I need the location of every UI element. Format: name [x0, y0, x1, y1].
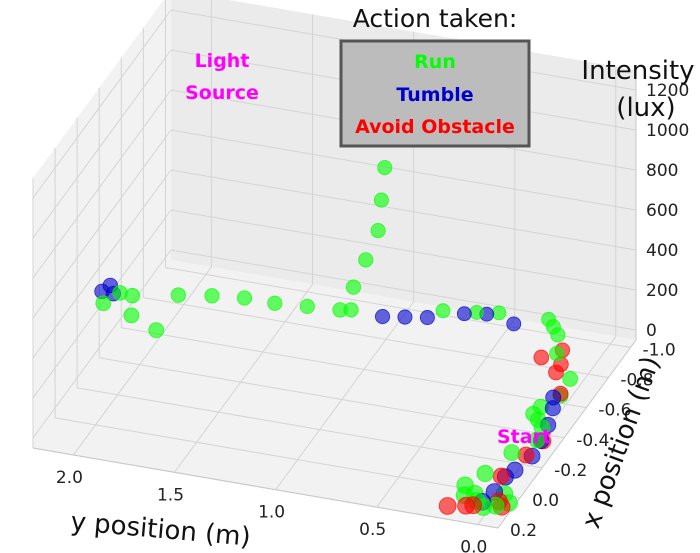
point-tumble — [374, 309, 391, 325]
x-tick-label: -0.2 — [554, 461, 587, 481]
point-run — [476, 464, 494, 483]
point-avoid-obstacle — [492, 467, 510, 485]
point-run — [148, 322, 165, 339]
point-tumble — [419, 310, 435, 326]
point-run — [469, 305, 485, 320]
annotation-start: Start — [497, 426, 551, 448]
annotation-light-source: Light Source — [185, 50, 259, 104]
z-tick-label: 0 — [646, 321, 657, 341]
point-avoid-obstacle — [457, 496, 475, 515]
z-tick-label: 800 — [646, 161, 678, 181]
x-tick-label: -0.8 — [620, 371, 653, 391]
legend-entry-tumble: Tumble — [396, 84, 473, 106]
y-axis-label: y position (m) — [69, 507, 251, 553]
z-tick-label: 600 — [646, 201, 678, 221]
z-axis-label: Intensity (lux) — [581, 56, 694, 123]
y-tick-label: 1.0 — [258, 503, 285, 523]
y-tick-label: 2.0 — [56, 468, 83, 488]
point-run — [267, 295, 283, 311]
point-tumble — [506, 316, 522, 332]
svg-text:Source: Source — [185, 82, 259, 104]
point-run — [95, 295, 112, 312]
point-run — [373, 192, 389, 208]
x-tick-label: 0.0 — [532, 491, 559, 511]
point-run — [370, 222, 386, 239]
svg-text:(lux): (lux) — [616, 93, 675, 123]
point-run — [345, 279, 362, 295]
x-tick-label: 0.2 — [510, 521, 537, 541]
point-run — [549, 345, 565, 362]
z-tick-label: 1200 — [646, 81, 689, 101]
point-avoid-obstacle — [438, 497, 457, 515]
svg-text:Intensity: Intensity — [581, 56, 694, 86]
point-run — [236, 290, 253, 306]
y-tick-label: 0.0 — [460, 538, 487, 553]
point-run — [299, 298, 315, 315]
point-run — [550, 327, 566, 343]
point-avoid-obstacle — [533, 349, 550, 366]
y-tick-label: 1.5 — [157, 485, 184, 505]
z-tick-label: 400 — [646, 241, 678, 261]
y-tick-labels: 2.0 1.5 1.0 0.5 0.0 — [56, 468, 487, 553]
point-run — [170, 287, 186, 303]
legend: Action taken: Run Tumble Avoid Obstacle — [339, 4, 531, 148]
point-run — [112, 285, 128, 301]
data-points — [94, 39, 579, 516]
point-tumble — [456, 306, 472, 322]
axis-lines — [32, 70, 637, 529]
svg-text:Light: Light — [195, 50, 250, 72]
x-tick-label: -0.4 — [576, 431, 609, 451]
legend-entry-avoid-obstacle: Avoid Obstacle — [355, 116, 515, 138]
point-run — [435, 303, 451, 319]
point-run — [358, 252, 374, 268]
x-tick-label: -0.6 — [598, 401, 631, 421]
point-run — [491, 305, 507, 321]
point-run — [332, 302, 348, 318]
z-tick-label: 200 — [646, 281, 678, 301]
point-run — [123, 307, 140, 324]
x-tick-labels: -1.0 -0.8 -0.6 -0.4 -0.2 0.0 0.2 — [510, 341, 676, 541]
z-tick-label: 1000 — [646, 121, 689, 141]
legend-title: Action taken: — [353, 4, 518, 33]
point-run — [377, 160, 393, 176]
z-tick-labels: 0 200 400 600 800 1000 1200 — [646, 81, 689, 341]
point-run — [528, 431, 546, 449]
x-tick-label: -1.0 — [642, 341, 675, 361]
point-tumble — [544, 400, 561, 417]
point-tumble — [397, 309, 413, 325]
point-run — [562, 371, 579, 387]
legend-box — [339, 39, 531, 148]
floor-pane — [33, 260, 636, 528]
y-tick-label: 0.5 — [359, 520, 386, 540]
legend-entry-run: Run — [414, 51, 456, 73]
point-run — [503, 444, 521, 462]
point-avoid-obstacle — [548, 364, 564, 381]
point-run — [204, 288, 220, 304]
point-avoid-obstacle — [517, 446, 535, 464]
